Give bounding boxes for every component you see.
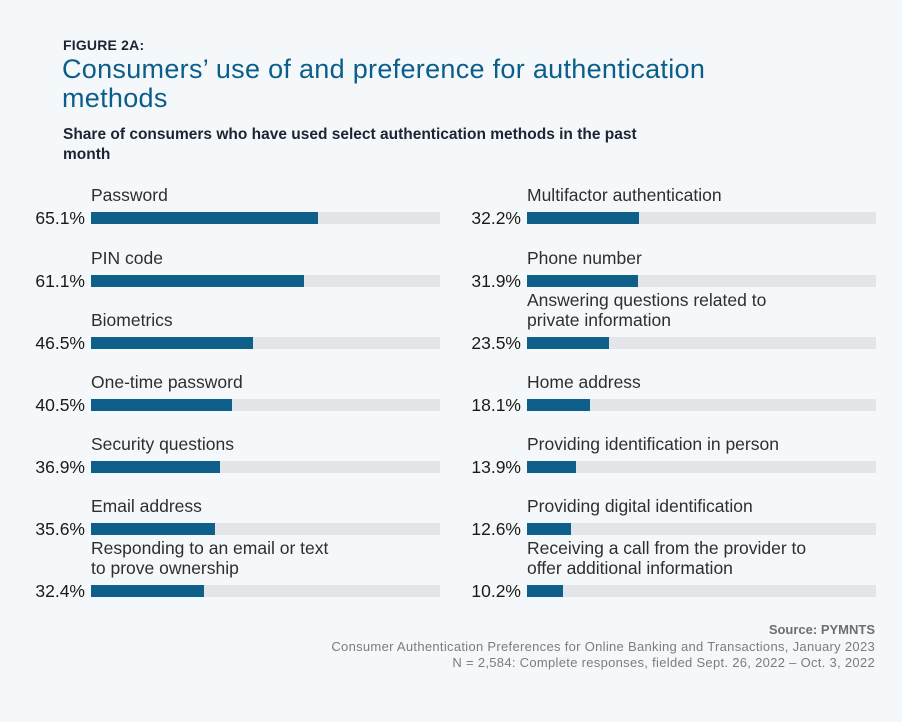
- category-label: Biometrics: [91, 310, 173, 330]
- bar-row: Receiving a call from the provider to of…: [471, 538, 876, 602]
- category-label: Providing digital identification: [527, 496, 753, 516]
- bar-track: [91, 399, 440, 411]
- value-label: 46.5%: [35, 333, 85, 353]
- category-label: Responding to an email or text to prove …: [91, 538, 329, 578]
- bar-track: [527, 337, 876, 349]
- value-label: 12.6%: [471, 519, 521, 539]
- bar: [91, 585, 205, 597]
- bar-row: Biometrics 46.5%: [35, 310, 440, 354]
- report-note: Consumer Authentication Preferences for …: [331, 639, 875, 654]
- bar-track: [527, 585, 876, 597]
- bar-track: [527, 399, 876, 411]
- value-label: 32.2%: [471, 208, 521, 228]
- value-label: 10.2%: [471, 581, 521, 601]
- bar: [91, 399, 233, 411]
- value-label: 40.5%: [35, 395, 85, 415]
- bar-track: [91, 337, 440, 349]
- value-label: 61.1%: [35, 271, 85, 291]
- category-label: Answering questions related to private i…: [527, 290, 767, 330]
- bar-row: Security questions 36.9%: [35, 434, 440, 478]
- bar: [527, 399, 591, 411]
- bar-row: Providing digital identification 12.6%: [471, 496, 876, 540]
- bar: [91, 461, 220, 473]
- category-label: Providing identification in person: [527, 434, 779, 454]
- bar-row: Multifactor authentication 32.2%: [471, 185, 876, 229]
- value-label: 18.1%: [471, 395, 521, 415]
- value-label: 65.1%: [35, 208, 85, 228]
- category-label: One-time password: [91, 372, 243, 392]
- bar-row: Home address 18.1%: [471, 372, 876, 416]
- bar: [91, 337, 254, 349]
- bar-row: Phone number 31.9%: [471, 248, 876, 292]
- category-label: Receiving a call from the provider to of…: [527, 538, 807, 578]
- bar-track: [527, 275, 876, 287]
- value-label: 36.9%: [35, 457, 85, 477]
- category-label: PIN code: [91, 248, 163, 268]
- category-label: Home address: [527, 372, 641, 392]
- chart-title: Consumers’ use of and preference for aut…: [62, 54, 706, 113]
- figure-label: FIGURE 2A:: [63, 37, 145, 53]
- bar-track: [91, 585, 440, 597]
- value-label: 13.9%: [471, 457, 521, 477]
- bar-track: [91, 275, 440, 287]
- bar-row: Password 65.1%: [35, 185, 440, 229]
- bar-track: [527, 461, 876, 473]
- bar-track: [91, 461, 440, 473]
- value-label: 31.9%: [471, 271, 521, 291]
- bar: [527, 337, 609, 349]
- bar: [527, 275, 639, 287]
- category-label: Security questions: [91, 434, 234, 454]
- value-label: 35.6%: [35, 519, 85, 539]
- bar-row: Answering questions related to private i…: [471, 290, 876, 354]
- bar-track: [527, 212, 876, 224]
- source-label: Source: PYMNTS: [768, 622, 875, 637]
- chart-subtitle: Share of consumers who have used select …: [63, 126, 637, 163]
- bar-track: [527, 523, 876, 535]
- sample-note: N = 2,584: Complete responses, fielded S…: [452, 655, 875, 670]
- bar: [527, 212, 640, 224]
- bar: [527, 461, 576, 473]
- bar: [527, 523, 571, 535]
- bar: [91, 523, 216, 535]
- bar: [91, 275, 305, 287]
- bar: [527, 585, 563, 597]
- bar-row: Providing identification in person 13.9%: [471, 434, 876, 478]
- bar-track: [91, 212, 440, 224]
- bar: [91, 212, 319, 224]
- category-label: Multifactor authentication: [527, 185, 722, 205]
- bar-row: PIN code 61.1%: [35, 248, 440, 292]
- category-label: Password: [91, 185, 168, 205]
- bar-row: Email address 35.6%: [35, 496, 440, 540]
- bar-row: Responding to an email or text to prove …: [35, 538, 440, 602]
- category-label: Phone number: [527, 248, 642, 268]
- category-label: Email address: [91, 496, 202, 516]
- value-label: 32.4%: [35, 581, 85, 601]
- bar-track: [91, 523, 440, 535]
- bar-row: One-time password 40.5%: [35, 372, 440, 416]
- value-label: 23.5%: [471, 333, 521, 353]
